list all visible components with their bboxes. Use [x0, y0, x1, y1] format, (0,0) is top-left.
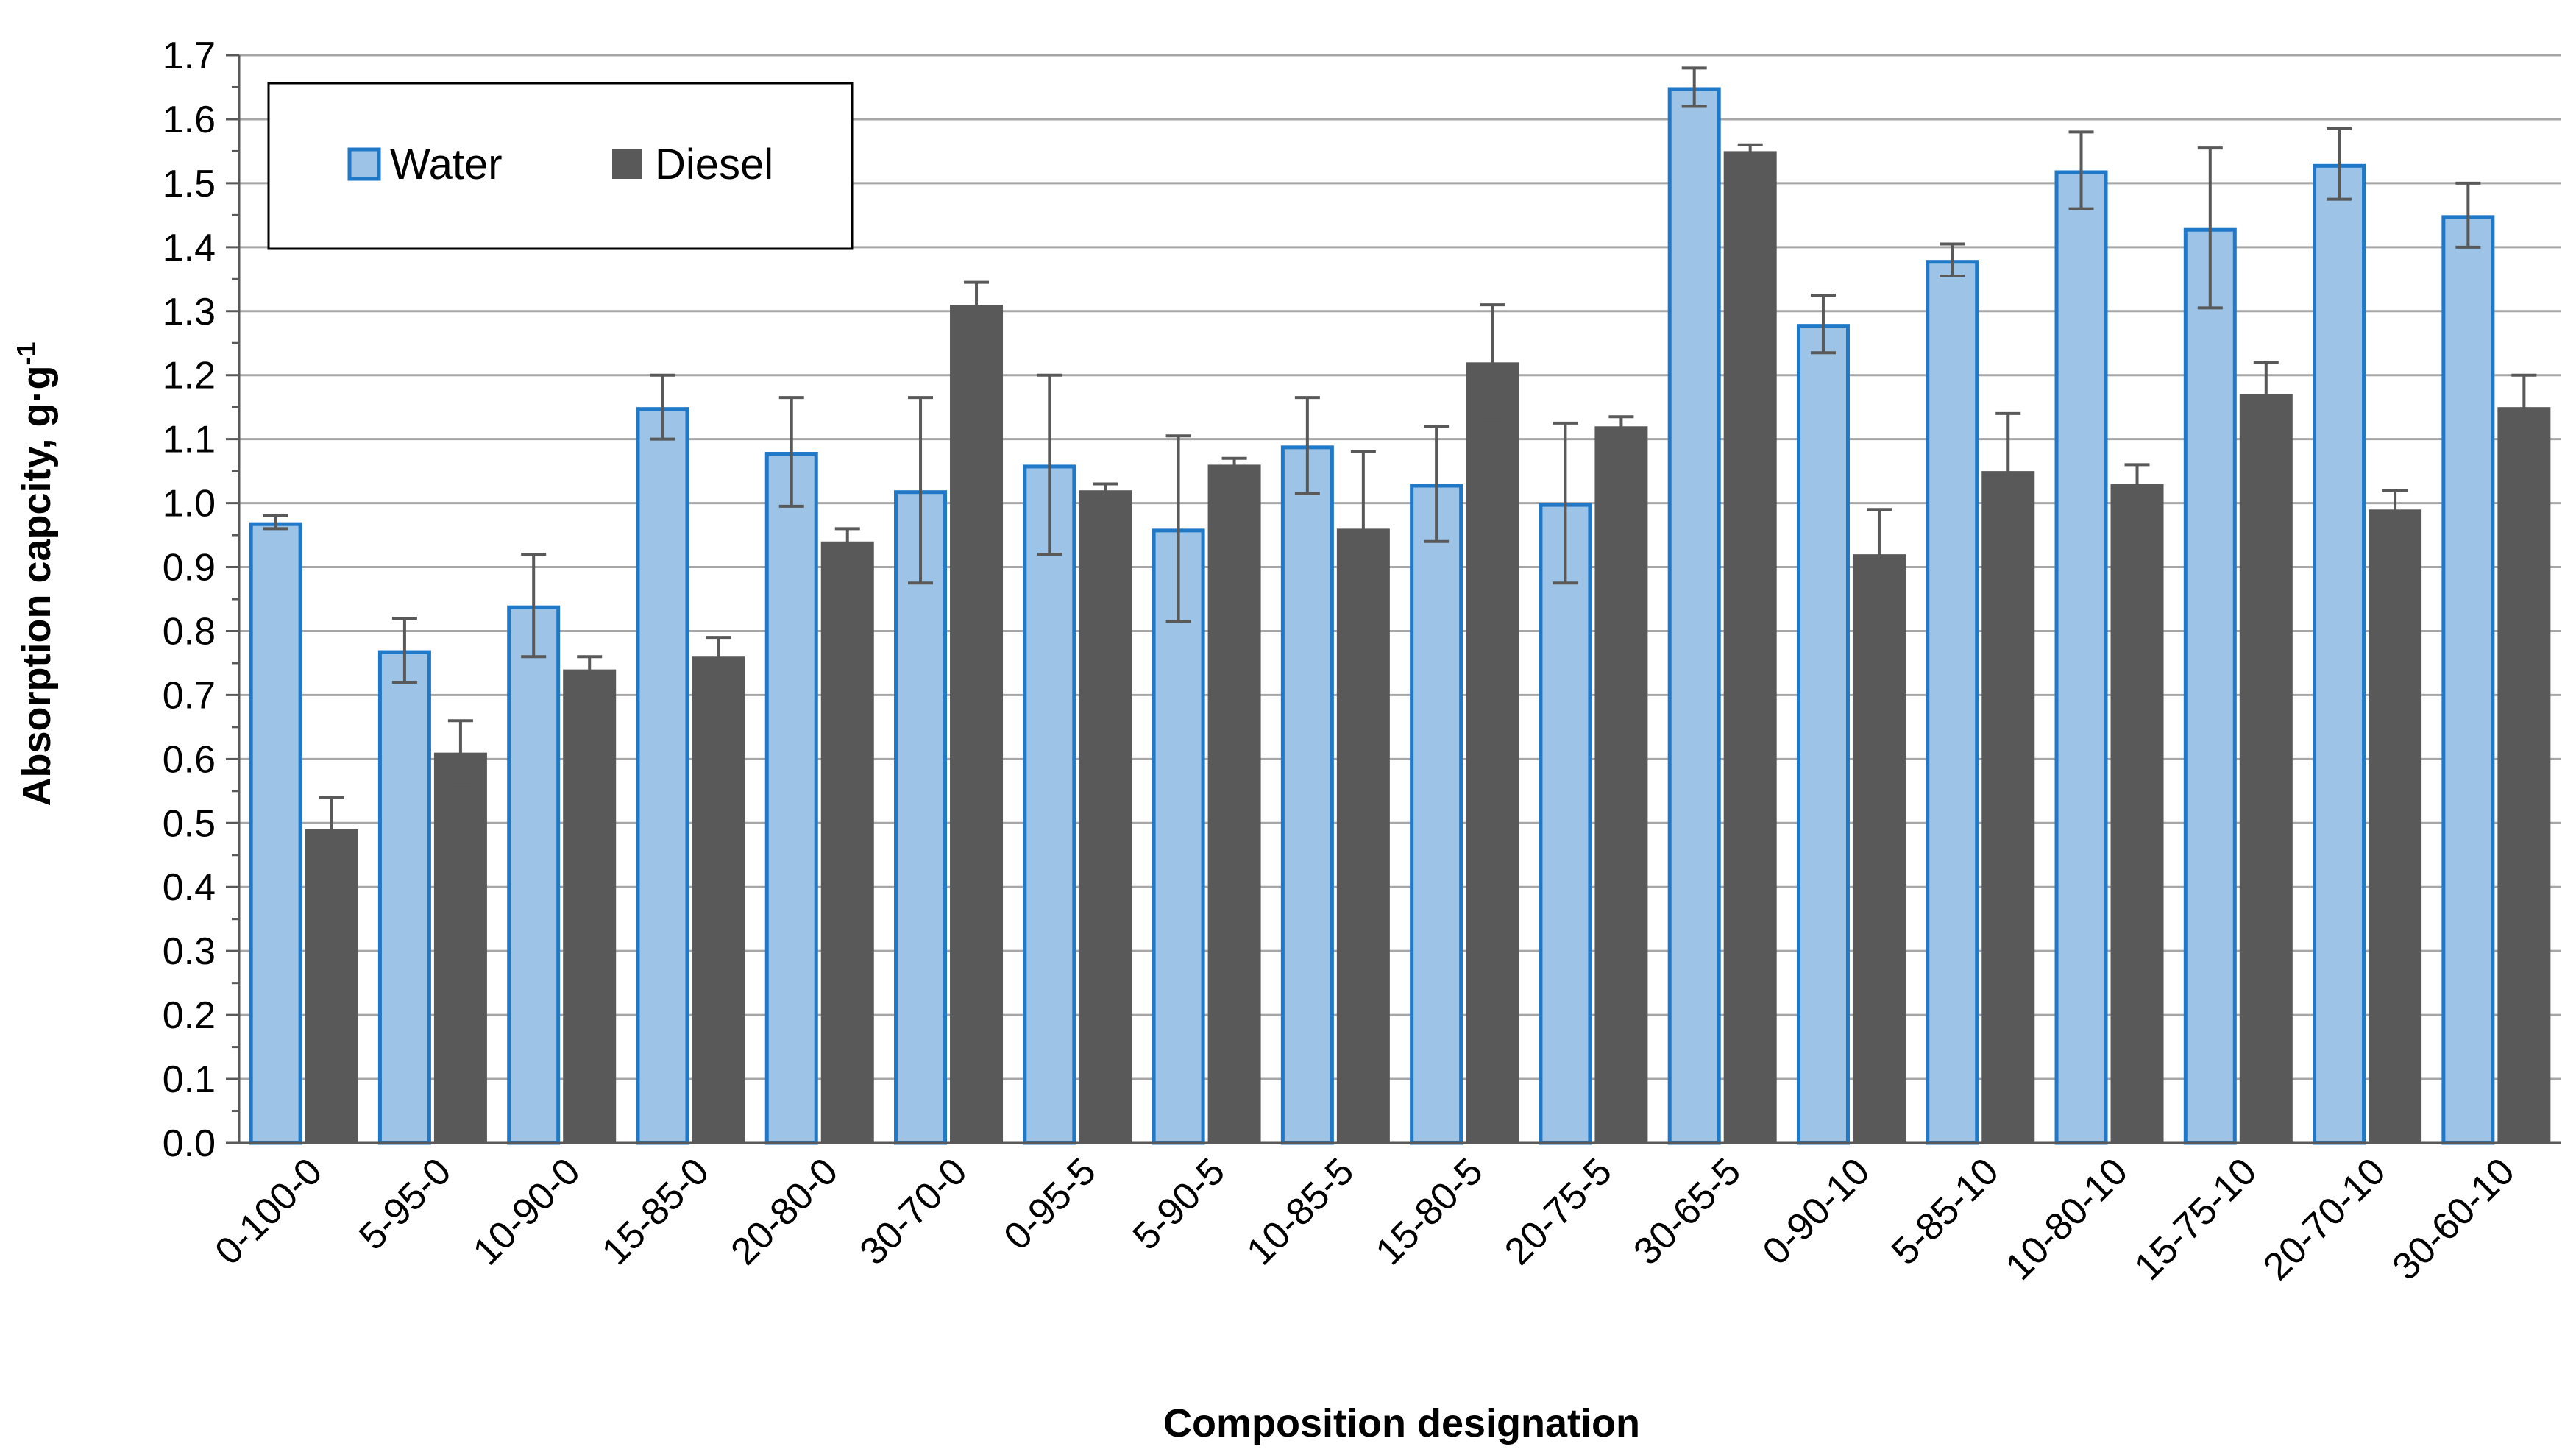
y-tick-label: 1.2: [163, 355, 216, 397]
y-axis-title: Absorption capcity, g·g-1: [11, 341, 59, 806]
diesel-bar: [2497, 407, 2551, 1143]
diesel-bar: [1852, 554, 1906, 1143]
diesel-bar: [2369, 509, 2422, 1143]
error-bars: [263, 66, 2537, 863]
diesel-bar: [305, 829, 358, 1143]
diesel-bar: [563, 669, 617, 1143]
y-tick-label: 0.8: [163, 610, 216, 653]
y-tick-label: 1.4: [163, 227, 216, 269]
legend-water-swatch: [347, 147, 381, 181]
water-bar: [2054, 170, 2108, 1145]
diesel-bar: [820, 541, 874, 1143]
water-bar: [1539, 503, 1592, 1145]
diesel-bar: [1466, 362, 1519, 1144]
diesel-bar: [692, 656, 745, 1143]
water-bar: [2313, 163, 2366, 1145]
diesel-bar: [1594, 426, 1648, 1143]
y-tick-label: 1.1: [163, 419, 216, 461]
water-bar: [1410, 484, 1463, 1145]
legend-water-label: Water: [390, 141, 503, 188]
water-bar: [2441, 215, 2495, 1145]
water-bar: [377, 650, 431, 1145]
y-tick-label: 0.9: [163, 547, 216, 590]
y-tick-labels: 0.0 0.1 0.2 0.3 0.4 0.5 0.6 0.7 0.8 0.9 1.0 1.1 1.2 1…: [163, 35, 216, 1165]
water-bar: [1926, 260, 1979, 1145]
y-tick-label: 0.4: [163, 866, 216, 909]
y-tick-label: 1.0: [163, 483, 216, 525]
y-tick-label: 0.1: [163, 1058, 216, 1101]
water-bar: [1152, 528, 1205, 1145]
water-bar: [249, 522, 302, 1145]
y-tick-label: 1.5: [163, 163, 216, 205]
legend: Water Diesel: [267, 82, 854, 250]
axes: [226, 54, 2561, 1144]
diesel-bar: [433, 752, 487, 1143]
water-bar: [764, 452, 818, 1145]
water-bar: [1796, 324, 1850, 1145]
legend-diesel-label: Diesel: [655, 141, 773, 188]
y-tick-label: 1.3: [163, 291, 216, 333]
y-tick-label: 1.7: [163, 35, 216, 77]
diesel-bar: [1981, 471, 2035, 1143]
diesel-bar: [950, 305, 1004, 1144]
diesel-bar: [1723, 151, 1777, 1144]
diesel-bar: [2239, 394, 2293, 1143]
diesel-bar: [1079, 490, 1132, 1143]
y-tick-label: 0.3: [163, 930, 216, 973]
y-tick-label: 0.6: [163, 738, 216, 781]
water-bar: [2183, 227, 2237, 1145]
water-bar: [1667, 87, 1721, 1145]
diesel-bar: [2110, 484, 2164, 1143]
y-tick-label: 0.7: [163, 674, 216, 717]
legend-diesel-swatch: [612, 149, 642, 179]
water-bar: [507, 605, 561, 1145]
y-tick-label: 1.6: [163, 99, 216, 141]
water-bar: [894, 490, 948, 1145]
water-bar: [1023, 464, 1076, 1145]
diesel-bar: [1336, 528, 1390, 1143]
gridlines: [239, 54, 2561, 1080]
y-tick-label: 0.0: [163, 1122, 216, 1165]
water-bar: [636, 407, 689, 1145]
y-tick-label: 0.2: [163, 994, 216, 1037]
water-bar: [1280, 445, 1334, 1145]
y-tick-label: 0.5: [163, 802, 216, 845]
diesel-bar: [1207, 464, 1261, 1143]
x-axis-title: Composition designation: [1163, 1401, 1640, 1445]
